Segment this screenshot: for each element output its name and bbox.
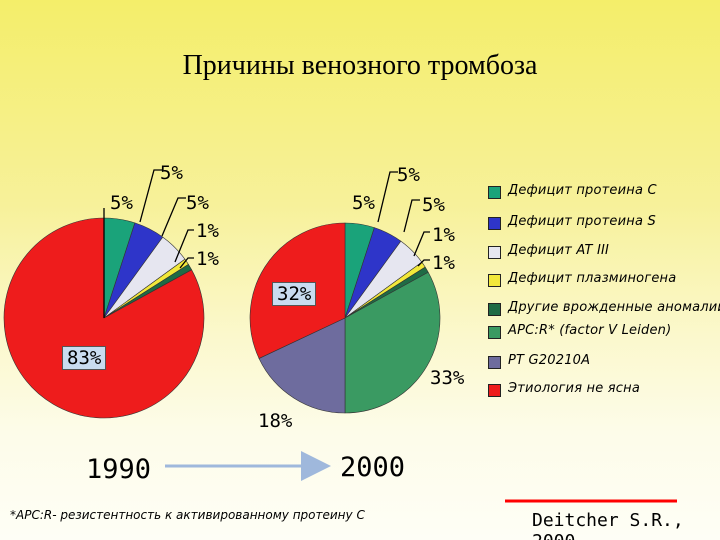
legend-label: Другие врожденные аномалии <box>508 300 720 315</box>
leader-2000-ot <box>417 259 430 267</box>
label-2000-at3: 5% <box>422 194 445 216</box>
label-1990-protein-s: 5% <box>160 162 183 184</box>
pie-slice-2000-pt <box>258 317 346 414</box>
legend-swatch <box>488 303 501 316</box>
leader-1990-pl <box>174 229 194 263</box>
label-1990-protein-c: 5% <box>110 192 133 214</box>
citation: Deitcher S.R., 2000 <box>532 510 684 540</box>
label-2000-protein-c: 5% <box>352 192 375 214</box>
slide-title: Причины венозного тромбоза <box>182 50 538 81</box>
label-1990-unknown: 83% <box>62 346 107 370</box>
label-2000-other: 1% <box>432 252 455 274</box>
leader-1990-ot <box>179 257 194 269</box>
legend-swatch <box>488 186 501 199</box>
legend-swatch <box>488 274 501 287</box>
label-2000-apcr: 33% <box>430 367 465 389</box>
pie-slice-2000-apcr <box>344 271 441 414</box>
legend-swatch <box>488 246 501 259</box>
legend-label: Дефицит протеина S <box>508 214 656 229</box>
label-1990-plasminogen: 1% <box>196 220 219 242</box>
label-1990-at3: 5% <box>186 192 209 214</box>
legend-label: Дефицит плазминогена <box>508 271 677 286</box>
label-2000-plasminogen: 1% <box>432 224 455 246</box>
legend-swatch <box>488 326 501 339</box>
legend-label: PT G20210A <box>508 353 591 368</box>
legend-swatch <box>488 384 501 397</box>
label-1990-other: 1% <box>196 248 219 270</box>
leader-1990-at3 <box>161 197 186 237</box>
leader-lines <box>103 169 430 318</box>
label-2000-protein-s: 5% <box>397 164 420 186</box>
label-2000-pt: 18% <box>258 410 293 432</box>
legend-label: Дефицит AT III <box>508 243 610 258</box>
label-2000-unknown: 32% <box>272 282 317 306</box>
leader-2000-at3 <box>403 199 420 233</box>
pie-2000 <box>249 222 441 414</box>
year-1990: 1990 <box>86 454 152 485</box>
legend-label: APC:R* (factor V Leiden) <box>508 323 672 338</box>
leader-2000-pl <box>413 231 430 257</box>
year-2000: 2000 <box>340 452 406 483</box>
leader-1990-s <box>139 169 162 223</box>
legend-label: Этиология не ясна <box>508 381 641 396</box>
footnote: *APC:R- резистентность к активированному… <box>10 508 365 522</box>
legend-label: Дефицит протеина C <box>508 183 657 198</box>
legend-swatch <box>488 356 501 369</box>
legend-swatch <box>488 217 501 230</box>
leader-2000-s <box>377 171 398 223</box>
